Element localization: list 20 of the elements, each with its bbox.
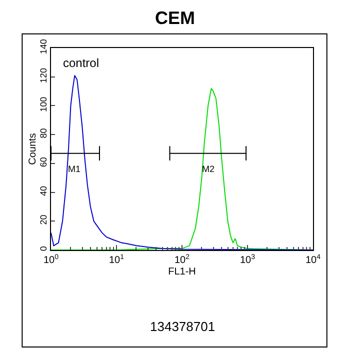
chart-title: CEM (155, 8, 195, 28)
y-tick-label: 120 (38, 68, 48, 84)
y-tick-label: 140 (38, 39, 48, 54)
x-tick-label: 10$^{1}$ (108, 254, 124, 266)
y-tick-label: 0 (38, 246, 48, 252)
text: 134378701 (150, 319, 216, 334)
y-tick-label: 20 (38, 214, 48, 225)
annotation: M1 (68, 164, 81, 174)
annotation: M2 (202, 164, 215, 174)
y-tick-label: 100 (38, 96, 48, 112)
y-tick-label: 80 (38, 128, 48, 138)
y-axis-title: Counts (27, 133, 38, 165)
x-tick-label: 10$^{0}$ (43, 254, 59, 266)
x-tick-label: 10$^{2}$ (174, 254, 190, 266)
x-tick-label: 10$^{3}$ (240, 254, 256, 266)
x-tick-label: 10$^{4}$ (305, 254, 321, 266)
x-axis-title: FL1-H (168, 266, 196, 278)
annotation: control (63, 56, 100, 70)
y-tick-label: 40 (38, 186, 48, 196)
y-tick-label: 60 (38, 157, 48, 168)
